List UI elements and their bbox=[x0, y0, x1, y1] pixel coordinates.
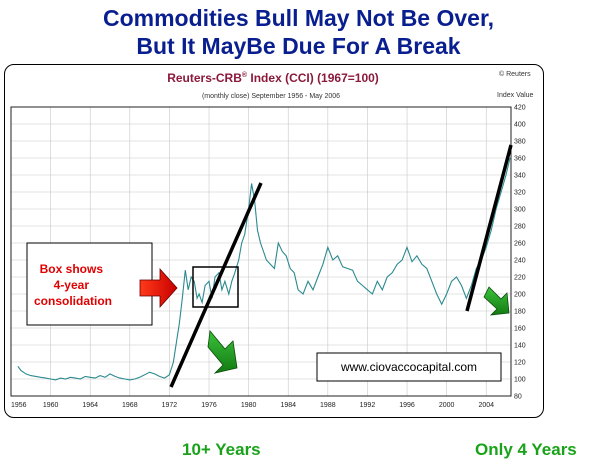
green-arrow-icon-left bbox=[207, 330, 238, 374]
crb-index-chart: Reuters-CRB® Index (CCI) (1967=100) (mon… bbox=[10, 70, 534, 409]
website-box bbox=[316, 352, 502, 382]
bottom-note-left: 10+ Years bbox=[182, 440, 261, 459]
y-tick-label: 420 bbox=[514, 105, 526, 112]
y-tick-label: 140 bbox=[514, 343, 526, 350]
x-tick-label: 1968 bbox=[122, 402, 138, 409]
y-tick-label: 120 bbox=[514, 360, 526, 367]
website-label: www.ciovaccocapital.com bbox=[340, 360, 477, 374]
y-tick-label: 180 bbox=[514, 309, 526, 316]
series-line-crb bbox=[17, 157, 511, 381]
trend-line-2000s bbox=[465, 144, 513, 312]
green-arrow-icon-right bbox=[483, 286, 510, 316]
x-tick-label: 1972 bbox=[162, 402, 178, 409]
x-tick-label: 2004 bbox=[478, 402, 494, 409]
x-tick-label: 1976 bbox=[201, 402, 217, 409]
y-tick-label: 360 bbox=[514, 156, 526, 163]
chart-subtitle: (monthly close) September 1956 - May 200… bbox=[202, 93, 340, 100]
x-tick-label: 1960 bbox=[43, 402, 59, 409]
callout-box bbox=[26, 242, 153, 326]
consolidation-box bbox=[192, 266, 239, 308]
chart-title: Reuters-CRB® Index (CCI) (1967=100) bbox=[167, 71, 379, 85]
trend-line-1970s bbox=[169, 182, 263, 388]
y-tick-label: 300 bbox=[514, 207, 526, 214]
y-tick-label: 100 bbox=[514, 377, 526, 384]
y-axis-label: Index Value bbox=[497, 92, 534, 99]
copyright-label: © Reuters bbox=[499, 70, 531, 78]
y-tick-label: 160 bbox=[514, 326, 526, 333]
plot-area bbox=[10, 106, 512, 397]
x-tick-label: 2000 bbox=[439, 402, 455, 409]
y-tick-label: 280 bbox=[514, 224, 526, 231]
headline-line-1: Commodities Bull May Not Be Over, bbox=[102, 5, 495, 31]
chart-frame: Reuters-CRB® Index (CCI) (1967=100) (mon… bbox=[4, 64, 544, 418]
x-tick-label: 1984 bbox=[280, 402, 296, 409]
x-tick-label: 1980 bbox=[241, 402, 257, 409]
y-tick-label: 220 bbox=[514, 275, 526, 282]
y-tick-label: 240 bbox=[514, 258, 526, 265]
callout-text: Box shows 4-year consolidation bbox=[34, 262, 112, 308]
y-tick-label: 80 bbox=[514, 394, 522, 401]
y-tick-label: 400 bbox=[514, 122, 526, 129]
bottom-note-right: Only 4 Years bbox=[475, 440, 577, 459]
red-arrow-icon bbox=[139, 267, 178, 309]
headline-line-2: But It MayBe Due For A Break bbox=[136, 33, 461, 59]
y-tick-label: 380 bbox=[514, 139, 526, 146]
y-tick-label: 320 bbox=[514, 190, 526, 197]
x-tick-label: 1956 bbox=[11, 402, 27, 409]
x-tick-label: 1964 bbox=[82, 402, 98, 409]
y-tick-label: 340 bbox=[514, 173, 526, 180]
y-tick-label: 260 bbox=[514, 241, 526, 248]
x-tick-label: 1992 bbox=[360, 402, 376, 409]
x-tick-label: 1988 bbox=[320, 402, 336, 409]
y-tick-label: 200 bbox=[514, 292, 526, 299]
x-tick-label: 1996 bbox=[399, 402, 415, 409]
